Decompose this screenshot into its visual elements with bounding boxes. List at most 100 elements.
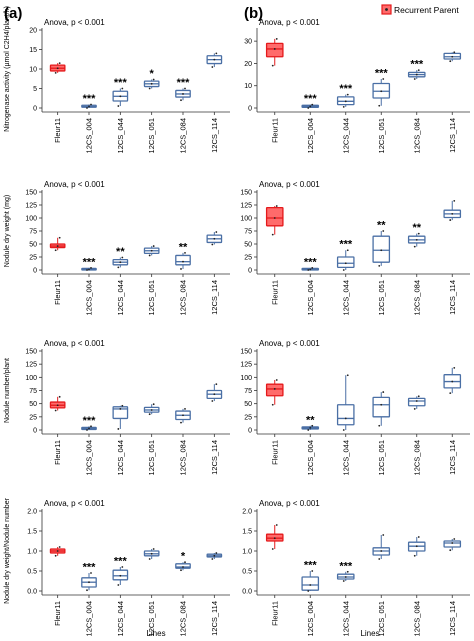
data-point: [90, 103, 92, 106]
x-tick-label: 12CS_114: [448, 280, 457, 315]
data-point: [182, 566, 184, 568]
data-point: [56, 550, 59, 552]
data-point: [417, 69, 420, 72]
data-point: [415, 400, 418, 402]
chart-6: Anova, p < 0.001 0 25 50 75 100 125 150 Fleur11 *…: [240, 339, 470, 475]
data-point: [273, 537, 276, 540]
significance-label: **: [179, 241, 188, 253]
data-point: [275, 524, 278, 526]
data-point: [86, 429, 88, 431]
data-point: [451, 380, 454, 383]
data-point: [271, 548, 274, 550]
box-12CS_044: [336, 374, 355, 431]
data-point: [54, 409, 57, 412]
data-point: [119, 261, 122, 264]
significance-label: **: [377, 220, 386, 232]
y-tick-label: 75: [29, 388, 37, 395]
y-tick-label: 25: [29, 414, 37, 421]
data-point: [152, 78, 155, 81]
significance-label: **: [306, 414, 315, 426]
data-point: [180, 421, 182, 424]
box-body: [301, 576, 320, 591]
x-tick-label: 12CS_044: [341, 118, 350, 153]
y-tick-label: 0: [248, 428, 252, 435]
figure-header: (a) (b) Recurrent ParentCSSL: [4, 4, 459, 22]
legend-swatch-dot: [385, 8, 388, 11]
data-point: [58, 62, 61, 65]
x-tick-label: 12CS_114: [210, 440, 219, 475]
x-tick-label: Fleur11: [270, 118, 279, 143]
x-tick-label: Fleur11: [53, 440, 62, 465]
data-point: [453, 51, 456, 54]
data-point: [152, 403, 155, 406]
anova-annotation: Anova, p < 0.001: [259, 499, 320, 508]
data-point: [344, 576, 347, 578]
x-tick-label: Fleur11: [270, 601, 279, 626]
data-point: [453, 199, 456, 202]
box-Fleur11: [49, 546, 66, 557]
data-point: [88, 581, 90, 584]
x-tick-label: Fleur11: [53, 280, 62, 305]
significance-label: ***: [339, 239, 353, 251]
y-tick-label: 50: [244, 401, 252, 408]
box-12CS_004: ***: [81, 256, 97, 271]
data-point: [307, 269, 310, 271]
x-tick-label: 12CS_114: [448, 601, 457, 636]
box-12CS_114: [206, 52, 223, 68]
significance-label: ***: [410, 59, 424, 71]
data-point: [415, 545, 418, 548]
significance-label: ***: [83, 256, 97, 268]
data-point: [311, 103, 314, 106]
data-point: [180, 569, 182, 572]
data-point: [211, 243, 214, 246]
data-point: [119, 408, 122, 410]
data-point: [213, 237, 216, 240]
data-point: [382, 78, 385, 80]
x-tick-label: 12CS_051: [377, 601, 386, 636]
box-12CS_084: [407, 536, 426, 557]
data-point: [121, 87, 124, 90]
data-point: [344, 262, 347, 265]
data-point: [273, 217, 276, 219]
x-tick-label: 12CS_051: [147, 280, 156, 315]
data-point: [180, 99, 182, 102]
data-point: [215, 231, 218, 233]
x-tick-label: 12CS_004: [306, 280, 315, 315]
data-point: [307, 429, 310, 431]
data-point: [88, 268, 90, 271]
data-point: [152, 548, 155, 550]
x-tick-label: 12CS_051: [147, 118, 156, 153]
data-point: [58, 395, 61, 398]
x-tick-label: 12CS_051: [377, 440, 386, 475]
significance-label: ***: [114, 77, 128, 89]
data-point: [451, 212, 454, 215]
y-axis-title: Nodule number/plant: [4, 358, 11, 423]
y-tick-label: 0.5: [27, 569, 37, 576]
data-point: [180, 268, 182, 270]
data-point: [90, 572, 92, 574]
box-body: [336, 404, 355, 426]
data-point: [211, 66, 214, 68]
box-Fleur11: [49, 62, 66, 74]
x-tick-label: 12CS_044: [116, 118, 125, 153]
x-tick-label: 12CS_114: [448, 440, 457, 475]
y-tick-label: 10: [244, 83, 252, 90]
data-point: [449, 219, 452, 221]
data-point: [344, 100, 347, 103]
legend: Recurrent ParentCSSL: [381, 4, 459, 15]
data-point: [184, 561, 186, 564]
data-point: [86, 589, 88, 592]
x-tick-label: 12CS_114: [448, 118, 457, 153]
data-point: [56, 67, 59, 70]
y-tick-label: 150: [240, 349, 252, 356]
data-point: [271, 233, 274, 236]
data-point: [54, 72, 57, 74]
box-12CS_084: **: [175, 241, 191, 270]
box-body: [443, 540, 462, 548]
y-tick-label: 75: [244, 229, 252, 236]
y-tick-label: 1.5: [242, 529, 252, 536]
data-point: [378, 558, 381, 560]
data-point: [148, 87, 151, 90]
x-tick-label: 12CS_084: [412, 601, 421, 636]
data-point: [213, 58, 216, 61]
